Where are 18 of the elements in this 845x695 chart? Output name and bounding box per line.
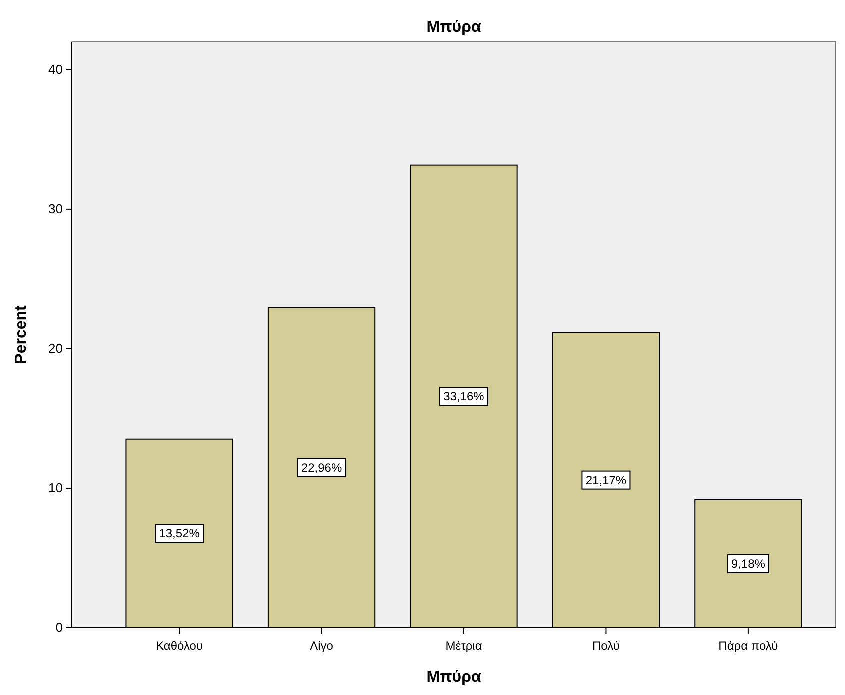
chart-title: Μπύρα xyxy=(426,19,482,36)
y-axis-title: Percent xyxy=(13,304,30,364)
x-tick-label: Πάρα πολύ xyxy=(718,639,778,653)
y-tick-label: 10 xyxy=(48,480,63,496)
x-tick-label: Πολύ xyxy=(592,639,620,653)
data-label: 13,52% xyxy=(159,526,200,541)
data-label: 33,16% xyxy=(444,390,485,404)
x-tick-label: Καθόλου xyxy=(156,639,204,653)
data-label: 22,96% xyxy=(301,460,342,475)
data-label: 9,18% xyxy=(731,556,766,571)
data-label: 21,17% xyxy=(586,473,627,488)
y-tick-label: 0 xyxy=(56,620,63,635)
x-axis-title: Μπύρα xyxy=(426,669,482,686)
x-tick-label: Λίγο xyxy=(310,639,334,653)
y-tick-label: 30 xyxy=(48,201,63,216)
x-tick-label: Μέτρια xyxy=(446,639,482,653)
y-tick-label: 20 xyxy=(48,340,63,356)
y-tick-label: 40 xyxy=(48,62,63,77)
